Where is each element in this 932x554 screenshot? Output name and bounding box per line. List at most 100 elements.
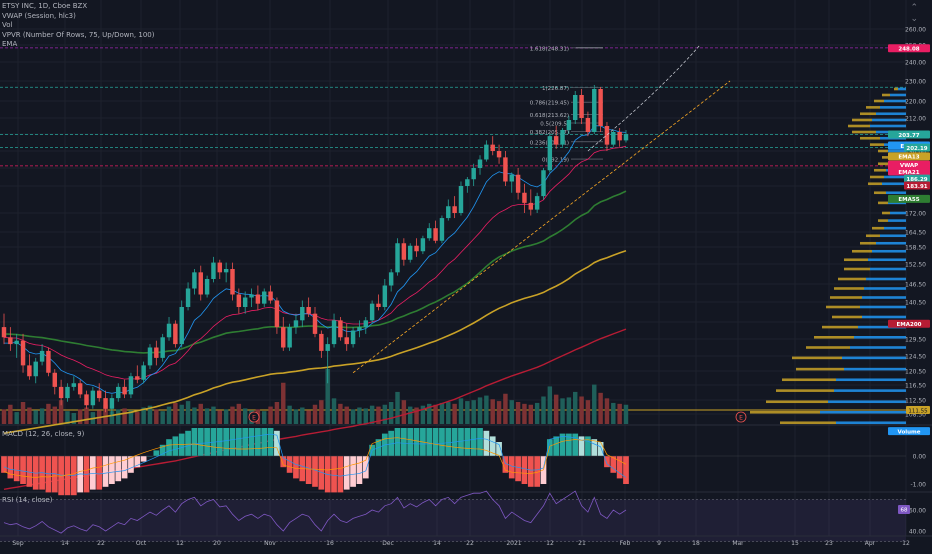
rsi-band [0,499,906,542]
volume-bar [242,408,248,424]
macd-line [3,433,627,478]
time-tick-label: Oct [136,540,147,547]
volume-bar [109,411,115,424]
arrow-down-icon[interactable]: ⌄ [910,14,918,24]
vpvr-row-up [880,234,906,238]
volume-bar [414,407,419,424]
candle-body [401,243,407,260]
macd-hist-bar [128,456,134,473]
price-badge-label: Volume [898,430,921,436]
volume-bar [611,402,616,424]
candle-body [617,132,622,141]
macd-hist-bar [13,456,20,482]
vpvr-row-up [884,99,906,103]
volume-bar [262,411,267,424]
candle-body [357,327,362,331]
volume-bar [446,402,451,424]
legend-symbol[interactable]: ETSY INC, 1D, Cboe BZX [2,2,88,10]
candle-body [319,333,324,351]
volume-bar [293,409,299,424]
candle-body [274,300,280,328]
vpvr-row-down [866,106,880,109]
volume-bar [116,409,121,424]
legend-ema[interactable]: EMA [2,40,18,49]
fib-label: 0.5(209.5) [540,122,569,128]
volume-bar [281,382,286,424]
volume-bar [300,407,305,424]
candle-body [446,206,451,219]
price-badge [888,160,930,169]
macd-hist-bar [331,456,337,493]
volume-bar [357,407,362,424]
earnings-label: E [739,415,743,422]
price-tick-label: 260.00 [905,27,926,34]
arrow-up-icon[interactable]: ⌃ [910,3,918,13]
price-tick-label: 146.50 [905,282,926,289]
candle-body [204,279,210,295]
macd-hist-bar [566,433,572,456]
fib-label: 1(226.87) [542,86,569,92]
vpvr-row-up [862,296,906,299]
price-tick-label: 220.00 [905,99,926,106]
macd-hist-bar [134,456,141,468]
volume-bar [433,404,438,424]
rsi-legend[interactable]: RSI (14, close) [2,496,53,504]
volume-bar [198,403,203,424]
vpvr-row-down [852,130,876,134]
candle-body [77,383,83,395]
price-badge-label: 186.29 [906,177,927,183]
vpvr-row-down [882,211,890,215]
volume-bar [274,402,280,424]
candle-body [52,372,57,387]
candle-body [623,134,629,141]
time-axis[interactable]: Sep 14 22 Oct 12 20 Nov 16 Dec 14 22 2021 12 21 Feb 9 18… [0,535,932,547]
fib-label: 0.618(213.62) [530,113,569,119]
candle-body [96,390,102,399]
vpvr-row-down [830,296,862,299]
vpvr-row-down [852,118,872,122]
macd-hist-bar [242,428,249,456]
vpvr-row-down [866,234,880,238]
macd-hist-bar [229,428,236,456]
candle-body [249,294,254,298]
vpvr-row-up [850,346,906,349]
price-badge-label: 202.19 [906,146,927,152]
macd-hist-bar [204,428,210,456]
volume-bar [604,398,610,424]
earnings-marker [735,411,747,423]
price-badge [888,152,930,161]
vpvr-row-down [848,124,870,128]
volume-bar [598,392,603,424]
candle-body [369,303,375,321]
macd-hist-bar [267,428,274,456]
volume-bar [211,406,216,424]
indicator-legend: ETSY INC, 1D, Cboe BZX VWAP (Session, hl… [2,2,154,50]
volume-bar [325,369,330,424]
volume-bar [14,412,19,424]
macd-hist-bar [90,456,96,490]
vpvr-row-up [836,378,906,382]
candle-body [325,344,330,351]
macd-hist-bar [109,456,115,484]
macd-hist-bar [293,456,299,479]
legend-vpvr[interactable]: VPVR (Number Of Rows, 75, Up/Down, 100) [2,30,155,39]
macd-legend[interactable]: MACD (12, 26, close, 9) [2,430,85,438]
candle-body [173,323,178,345]
volume-bar [312,404,318,424]
macd-hist-bar [140,456,147,462]
macd-hist-bar [401,428,407,456]
volume-bar [192,407,197,424]
price-badge [904,174,930,183]
macd-hist-bar [7,456,14,479]
legend-vwap[interactable]: VWAP (Session, hlc3) [2,11,76,20]
macd-hist-bar [235,428,242,456]
candle-body [496,151,502,158]
candle-body [338,320,343,338]
vpvr-row-up [866,277,906,281]
candle-body [598,89,603,126]
legend-vol[interactable]: Vol [2,21,13,30]
vpvr-row-down [872,226,884,230]
